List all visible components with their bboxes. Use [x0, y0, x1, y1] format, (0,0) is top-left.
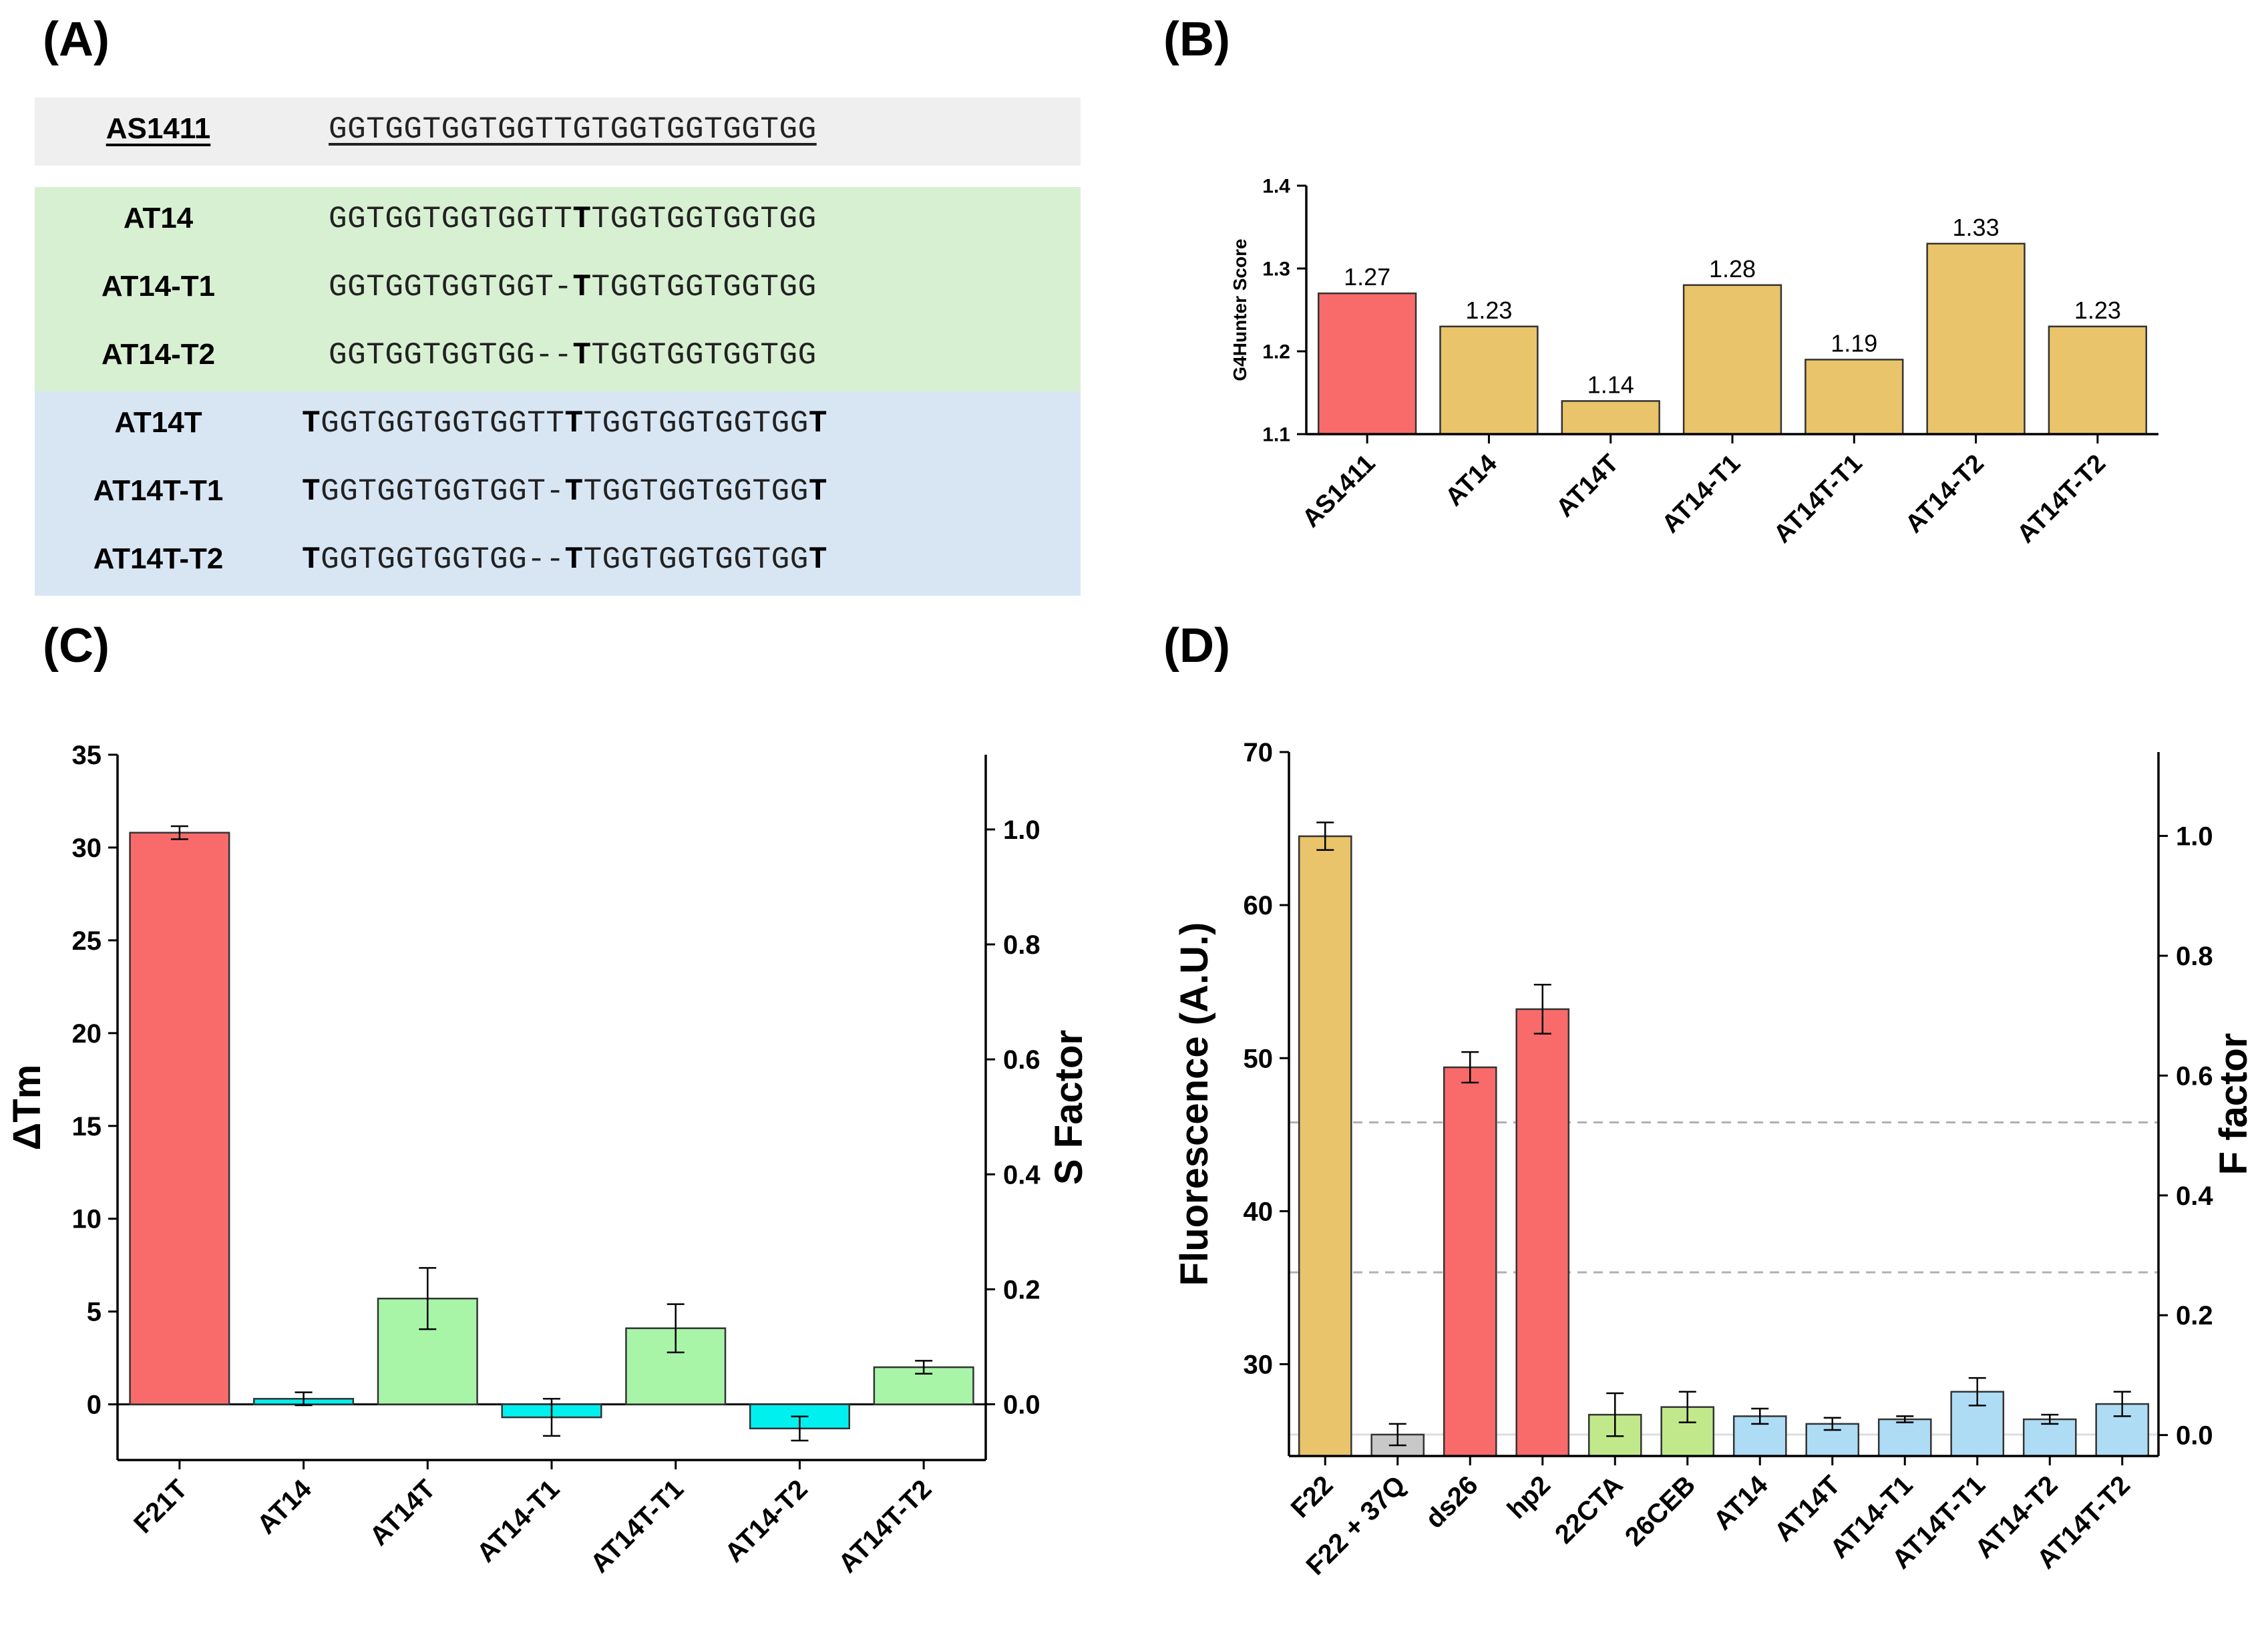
sequence-name: AT14-T2: [101, 338, 216, 371]
sequence-text: GGTGGTGGTGGTTGTGGTGGTGGTGG: [329, 112, 817, 147]
y-tick-label: 10: [72, 1205, 102, 1234]
y-tick-label: 1.4: [1262, 176, 1290, 198]
data-label: 1.19: [1831, 329, 1877, 357]
panel-label-a: (A): [43, 13, 110, 66]
sequence-group-green: AT14 GGTGGTGGTGGTTTTGGTGGTGGTGG AT14-T1 …: [35, 187, 1081, 391]
y2-tick-label: 0.6: [2176, 1061, 2213, 1091]
y2-axis-label: S Factor: [1047, 1030, 1091, 1185]
y-axis-label: ΔTm: [5, 1065, 49, 1151]
y2-tick-label: 1.0: [1003, 816, 1041, 845]
bar-f21t: [129, 832, 230, 1405]
sequence-row: AT14T-T1 TGGTGGTGGTGGT-TTGGTGGTGGTGGT: [35, 460, 1081, 528]
y-tick-label: 30: [1244, 1350, 1274, 1380]
y-axis-label: Fluorescence (A.U.): [1173, 922, 1216, 1286]
x-tick-label: F22: [1286, 1470, 1339, 1523]
y-tick-label: 15: [72, 1112, 102, 1141]
x-tick-label: 22CTA: [1549, 1470, 1629, 1550]
sequence-name: AT14T-T2: [93, 542, 224, 575]
y-tick-label: 40: [1244, 1197, 1274, 1226]
sequence-text: TGGTGGTGGTGG--TTGGTGGTGGTGGT: [302, 542, 827, 577]
data-label: 1.33: [1953, 214, 2000, 241]
sequence-row: AT14T-T2 TGGTGGTGGTGG--TTGGTGGTGGTGGT: [35, 528, 1081, 596]
y2-tick-label: 0.8: [1003, 930, 1041, 960]
y2-tick-label: 0.4: [2176, 1182, 2213, 1211]
sequence-row: AT14T TGGTGGTGGTGGTTTTGGTGGTGGTGGT: [35, 391, 1081, 460]
panel-label-d: (D): [1163, 619, 1230, 673]
sequence-row: AT14-T2 GGTGGTGGTGG--TTGGTGGTGGTGG: [35, 323, 1081, 391]
y2-tick-label: 0.0: [1003, 1391, 1041, 1420]
y2-tick-label: 0.2: [1003, 1275, 1041, 1304]
bar-at14t-t2: [2048, 325, 2148, 435]
panel-label-c: (C): [43, 619, 110, 673]
sequence-row: AS1411 GGTGGTGGTGGTTGTGGTGGTGGTGG: [35, 98, 1081, 166]
bar-hp2: [1515, 1008, 1570, 1457]
bar-f22: [1298, 835, 1352, 1457]
sequence-text: GGTGGTGGTGG--TTGGTGGTGGTGG: [329, 338, 817, 373]
sequence-text: TGGTGGTGGTGGTTTTGGTGGTGGTGGT: [302, 406, 827, 441]
y-tick-label: 1.3: [1262, 258, 1290, 281]
y-tick-label: 70: [1244, 738, 1274, 767]
sequence-group-reference: AS1411 GGTGGTGGTGGTTGTGGTGGTGGTGG: [35, 98, 1081, 166]
data-label: 1.14: [1587, 371, 1634, 398]
sequence-row: AT14-T1 GGTGGTGGTGGT-TTGGTGGTGGTGG: [35, 255, 1081, 323]
y-tick-label: 35: [72, 741, 102, 770]
bar-at14-t2: [2022, 1418, 2077, 1457]
y-tick-label: 0: [87, 1391, 102, 1420]
y2-tick-label: 0.6: [1003, 1045, 1041, 1075]
y-tick-label: 5: [87, 1298, 102, 1327]
sequence-name: AS1411: [106, 112, 211, 145]
y2-tick-label: 0.8: [2176, 942, 2213, 971]
data-label: 1.28: [1709, 255, 1756, 283]
y2-tick-label: 0.4: [1003, 1160, 1041, 1190]
x-tick-label: AT14: [1708, 1470, 1774, 1536]
y-tick-label: 25: [72, 926, 102, 956]
sequence-name: AT14-T1: [101, 270, 216, 303]
sequence-text: TGGTGGTGGTGGT-TTGGTGGTGGTGGT: [302, 474, 827, 509]
bar-as1411: [1317, 292, 1417, 435]
sequence-text: GGTGGTGGTGGT-TTGGTGGTGGTGG: [329, 270, 817, 305]
y-tick-label: 60: [1244, 891, 1274, 920]
sequence-text: GGTGGTGGTGGTTTTGGTGGTGGTGG: [329, 202, 817, 236]
sequence-group-blue: AT14T TGGTGGTGGTGGTTTTGGTGGTGGTGGT AT14T…: [35, 391, 1081, 596]
data-label: 1.27: [1344, 263, 1390, 291]
x-tick-label: hp2: [1502, 1470, 1556, 1524]
bar-at14-t1: [1877, 1418, 1932, 1457]
y-tick-label: 20: [72, 1019, 102, 1049]
sequence-name: AT14T: [114, 406, 202, 439]
y2-tick-label: 0.0: [2176, 1421, 2213, 1451]
x-tick-label: ds26: [1420, 1470, 1484, 1534]
y-tick-label: 1.2: [1262, 341, 1290, 363]
sequence-row: AT14 GGTGGTGGTGGTTTTGGTGGTGGTGG: [35, 187, 1081, 255]
bar-at14-t1: [1682, 284, 1782, 435]
panel-label-b: (B): [1163, 13, 1230, 66]
y2-tick-label: 1.0: [2176, 822, 2213, 852]
y-axis-label: G4Hunter Score: [1230, 238, 1250, 381]
y2-tick-label: 0.2: [2176, 1301, 2213, 1330]
data-label: 1.23: [2074, 297, 2121, 324]
y-tick-label: 50: [1244, 1044, 1274, 1073]
y-tick-label: 1.1: [1262, 424, 1290, 446]
bar-ds26: [1443, 1066, 1497, 1457]
sequence-name: AT14T-T1: [93, 474, 224, 507]
y2-axis-label: F factor: [2212, 1033, 2255, 1176]
bar-at14t: [1561, 400, 1660, 435]
data-label: 1.23: [1465, 297, 1512, 324]
y-tick-label: 30: [72, 834, 102, 863]
x-tick-label: 26CEB: [1620, 1470, 1701, 1552]
sequence-name: AT14: [123, 202, 194, 234]
bar-at14t-t1: [1805, 359, 1904, 435]
